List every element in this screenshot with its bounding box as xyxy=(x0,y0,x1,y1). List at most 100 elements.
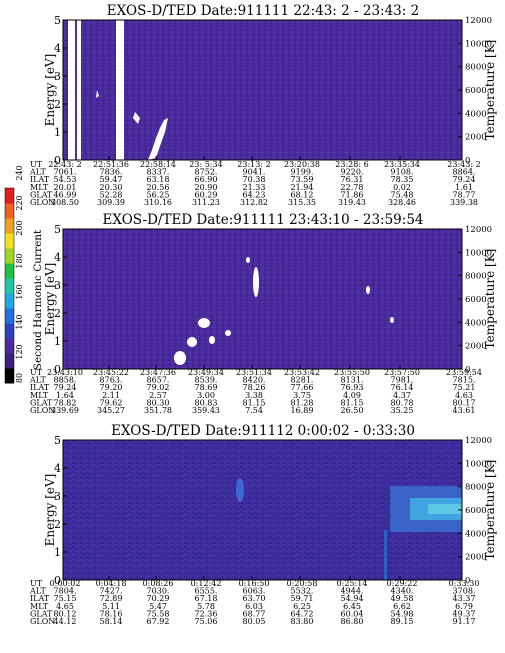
table-cell: 78.16 xyxy=(100,609,123,618)
table-cell: 23:49:34 xyxy=(188,368,224,377)
y-tick-label: 5 xyxy=(54,434,61,447)
y-right-tick-label: 0 xyxy=(465,576,470,586)
table-cell: 2.11 xyxy=(102,391,120,400)
panel-title: EXOS-D/TED Date:911112 0:00:02 - 0:33:30 xyxy=(111,423,415,439)
table-row-label: MLT xyxy=(30,602,49,611)
table-cell: 46.99 xyxy=(54,190,77,199)
table-cell: 23:43:10 xyxy=(47,368,83,377)
table-cell: 23:53:42 xyxy=(284,368,320,377)
table-cell: 2.57 xyxy=(149,391,167,400)
table-cell: 22:43: 2 xyxy=(48,160,81,169)
y-right-tick-label: 0 xyxy=(465,365,470,375)
table-cell: 312.82 xyxy=(240,198,268,207)
table-cell: 21.94 xyxy=(291,183,314,192)
table-cell: 8763. xyxy=(100,376,123,385)
table-cell: 23: 5:34 xyxy=(189,160,222,169)
colorbar-segment xyxy=(5,293,14,309)
table-cell: 63.70 xyxy=(243,594,266,603)
table-cell: 4.37 xyxy=(393,391,411,400)
table-cell: 319.43 xyxy=(338,198,366,207)
colorbar-segment xyxy=(5,368,14,384)
y-right-tick-label: 2000 xyxy=(465,133,487,143)
y-tick-label: 1 xyxy=(54,126,61,139)
table-cell: 3.75 xyxy=(293,391,311,400)
table-cell: 81.15 xyxy=(341,398,364,407)
table-cell: 63.18 xyxy=(147,175,170,184)
table-cell: 9041. xyxy=(243,168,266,177)
ion-feature xyxy=(428,504,462,514)
table-row-label: ILAT xyxy=(30,594,50,603)
table-cell: 75.21 xyxy=(453,383,476,392)
table-cell: 8539. xyxy=(195,376,218,385)
y-axis-label: Energy [eV] xyxy=(43,474,57,547)
table-cell: 0:08:26 xyxy=(143,579,174,588)
table-cell: 0:20:58 xyxy=(287,579,318,588)
table-cell: 58.14 xyxy=(100,617,123,626)
table-cell: 23:45:22 xyxy=(93,368,129,377)
table-cell: 80.78 xyxy=(391,398,414,407)
table-cell: 54.53 xyxy=(54,175,77,184)
colorbar-tick-label: 160 xyxy=(15,284,24,299)
table-row-label: UT xyxy=(30,160,43,169)
colorbar-tick-label: 140 xyxy=(15,314,24,329)
y-right-tick-label: 2000 xyxy=(465,342,487,352)
table-cell: 22:58:14 xyxy=(140,160,176,169)
panel-2: EXOS-D/TED Date:911111 23:43:10 - 23:59:… xyxy=(4,165,497,415)
table-row-label: ALT xyxy=(29,587,46,596)
table-cell: 3.00 xyxy=(197,391,215,400)
y-right-axis-label: Temperature [K] xyxy=(483,460,497,561)
table-cell: 49.37 xyxy=(453,609,476,618)
y-right-tick-label: 8000 xyxy=(465,272,487,282)
ion-feature xyxy=(198,318,210,328)
table-cell: 86.80 xyxy=(341,617,364,626)
table-cell: 78.26 xyxy=(243,383,266,392)
table-cell: 0:25:14 xyxy=(337,579,368,588)
ion-feature xyxy=(133,112,140,124)
table-cell: 73.59 xyxy=(291,175,314,184)
y-tick-label: 2 xyxy=(54,98,61,111)
table-cell: 23:59:54 xyxy=(446,368,482,377)
panel-3: EXOS-D/TED Date:911112 0:00:02 - 0:33:30… xyxy=(29,423,497,626)
y-right-axis-label: Temperature [K] xyxy=(483,40,497,141)
table-cell: 23:57:50 xyxy=(384,368,420,377)
table-cell: 80.17 xyxy=(453,398,476,407)
table-row-label: UT xyxy=(30,579,43,588)
colorbar-label: Second Harmonic Current xyxy=(32,229,44,370)
table-cell: 7030. xyxy=(147,587,170,596)
table-row-label: MLT xyxy=(30,183,49,192)
table-row-label: GLON xyxy=(30,406,55,415)
table-cell: 72.89 xyxy=(100,594,123,603)
y-right-tick-label: 12000 xyxy=(465,436,492,446)
y-tick-label: 5 xyxy=(54,223,61,236)
table-cell: 78.35 xyxy=(391,175,414,184)
table-cell: 20.90 xyxy=(195,183,218,192)
ion-feature xyxy=(390,317,394,323)
table-cell: 311.23 xyxy=(192,198,220,207)
table-cell: 78.77 xyxy=(453,190,476,199)
table-cell: 6.45 xyxy=(343,602,361,611)
table-row-label: ALT xyxy=(29,168,46,177)
table-cell: 6.79 xyxy=(455,602,473,611)
table-cell: 56.25 xyxy=(147,190,170,199)
table-cell: 76.93 xyxy=(341,383,364,392)
table-cell: 20.30 xyxy=(100,183,123,192)
table-cell: 0:33:30 xyxy=(449,579,480,588)
table-cell: 79.62 xyxy=(100,398,123,407)
table-cell: 339.69 xyxy=(51,406,79,415)
table-cell: 23:35:34 xyxy=(384,160,420,169)
table-cell: 8858. xyxy=(54,376,77,385)
spectrogram-background xyxy=(63,229,462,369)
table-cell: 8657. xyxy=(147,376,170,385)
table-cell: 9108. xyxy=(391,168,414,177)
table-cell: 3.38 xyxy=(245,391,263,400)
table-cell: 59.71 xyxy=(291,594,314,603)
colorbar-segment xyxy=(5,218,14,234)
data-gap xyxy=(116,20,124,160)
ion-feature xyxy=(384,530,387,580)
table-cell: 4.63 xyxy=(455,391,473,400)
table-cell: 8864. xyxy=(453,168,476,177)
panel-title: EXOS-D/TED Date:911111 23:43:10 - 23:59:… xyxy=(102,212,423,228)
table-cell: 5.11 xyxy=(102,602,120,611)
table-cell: 54.94 xyxy=(341,594,364,603)
ion-feature xyxy=(236,478,244,502)
